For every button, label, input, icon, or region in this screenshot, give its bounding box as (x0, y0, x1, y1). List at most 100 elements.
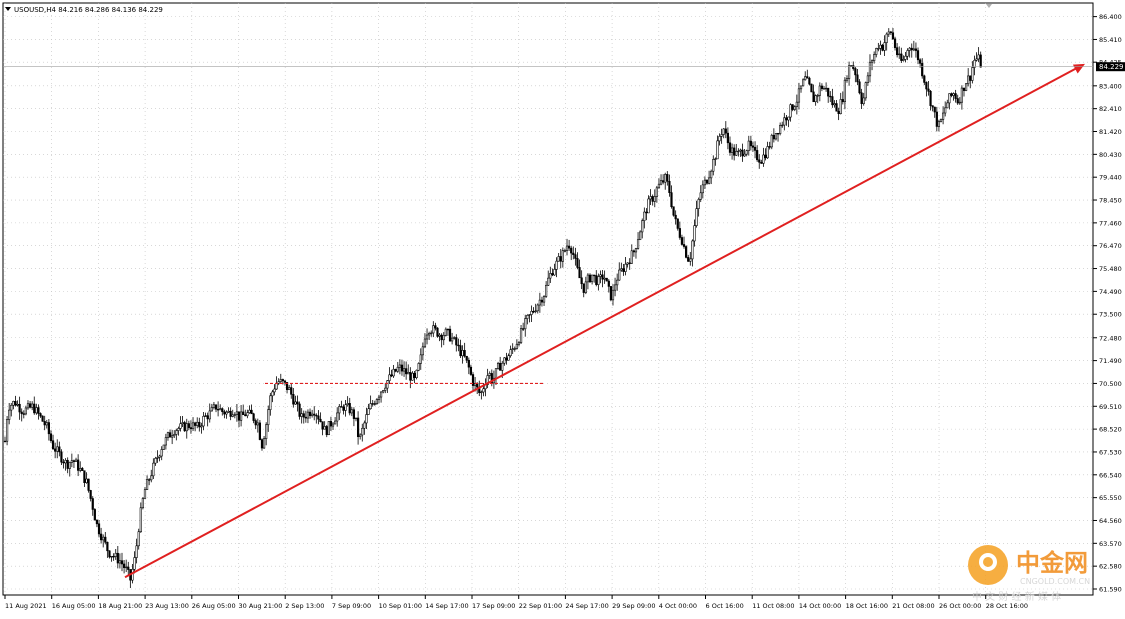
candle-body (145, 479, 149, 491)
candle-body (158, 455, 161, 458)
candle-body (735, 151, 738, 156)
x-tick-label: 26 Oct 00:00 (939, 602, 981, 610)
candle-body (471, 374, 475, 386)
candle-body (703, 179, 707, 186)
candle-body (37, 407, 40, 414)
x-tick-label: 14 Oct 00:00 (799, 602, 841, 610)
candle-body (106, 541, 109, 552)
trend-arrow-head (1072, 63, 1085, 74)
candle-body (168, 432, 172, 438)
y-tick-label: 81.420 (1099, 128, 1122, 136)
y-tick-label: 75.480 (1099, 265, 1122, 273)
candle-body (540, 299, 544, 303)
candle-body (530, 310, 533, 315)
candle-body (217, 408, 220, 411)
x-tick-label: 28 Oct 16:00 (986, 602, 1028, 610)
candle-body (941, 112, 945, 120)
candle-body (379, 391, 383, 398)
candle-body (795, 101, 798, 107)
candle-body (613, 284, 617, 291)
candle-body (488, 373, 491, 376)
candle-body (95, 519, 99, 525)
candle-body (409, 372, 412, 381)
candle-body (413, 372, 416, 379)
candle-body (189, 427, 193, 430)
candle-body (14, 401, 17, 406)
shift-marker-icon[interactable] (986, 4, 992, 8)
watermark-logo-core-icon (983, 557, 993, 567)
candle-body (407, 372, 410, 375)
candle-body (198, 421, 201, 428)
candle-body (927, 88, 930, 92)
candle-body (79, 468, 82, 471)
candle-body (875, 48, 878, 55)
candle-body (647, 198, 650, 214)
candle-body (616, 279, 619, 286)
candle-body (62, 461, 65, 464)
candle-body (885, 33, 888, 43)
candle-body (12, 401, 15, 406)
candle-body (87, 478, 90, 491)
candle-body (912, 48, 915, 51)
candle-body (522, 328, 525, 330)
y-tick-label: 80.430 (1099, 151, 1122, 159)
candle-body (154, 457, 157, 464)
candle-body (108, 550, 111, 558)
candle-body (313, 413, 316, 416)
candle-body (695, 208, 698, 226)
candle-body (716, 140, 719, 160)
candle-body (597, 276, 600, 285)
candle-body (868, 61, 872, 77)
candle-body (256, 422, 259, 426)
candle-body (283, 380, 287, 383)
candle-body (662, 180, 665, 183)
x-tick-label: 11 Aug 2021 (5, 602, 47, 610)
candle-body (352, 409, 356, 419)
candle-body (33, 403, 36, 414)
x-tick-label: 21 Oct 08:00 (892, 602, 934, 610)
candle-body (860, 92, 863, 104)
candle-body (524, 318, 527, 330)
candle-body (586, 274, 590, 283)
candle-body (166, 432, 170, 438)
candle-body (847, 65, 851, 79)
y-tick-label: 64.560 (1099, 517, 1122, 525)
candle-body (653, 196, 656, 202)
candle-body (866, 75, 869, 83)
candle-body (967, 75, 970, 85)
symbol-dropdown-icon[interactable] (5, 7, 11, 11)
candle-body (179, 423, 182, 429)
candle-body (574, 254, 577, 259)
candle-body (373, 403, 376, 405)
y-tick-label: 79.440 (1099, 174, 1122, 182)
candle-body (185, 423, 188, 432)
candle-body (843, 79, 847, 103)
candle-body (346, 403, 349, 406)
candle-body (705, 179, 709, 184)
candle-body (528, 314, 531, 316)
candle-body (519, 328, 523, 343)
candle-body (317, 415, 320, 420)
candle-body (400, 364, 404, 372)
candle-body (20, 411, 23, 414)
watermark-brand-en: CNGOLD.COM.CN (1020, 577, 1090, 586)
candle-body (141, 498, 144, 509)
candle-body (517, 342, 521, 345)
candle-body (879, 44, 882, 49)
candle-body (870, 60, 874, 63)
current-price-label: 84.229 (1099, 63, 1124, 71)
candle-body (774, 132, 778, 140)
candle-body (16, 403, 19, 406)
candle-body (685, 246, 688, 258)
candle-body (275, 382, 278, 390)
candle-body (434, 325, 437, 329)
candle-body (415, 369, 418, 379)
x-tick-label: 16 Aug 05:00 (52, 602, 96, 610)
candle-body (776, 132, 780, 135)
candle-body (812, 91, 815, 103)
candle-body (143, 489, 147, 499)
candle-body (392, 368, 395, 377)
candle-body (110, 555, 113, 558)
candle-body (933, 106, 936, 113)
